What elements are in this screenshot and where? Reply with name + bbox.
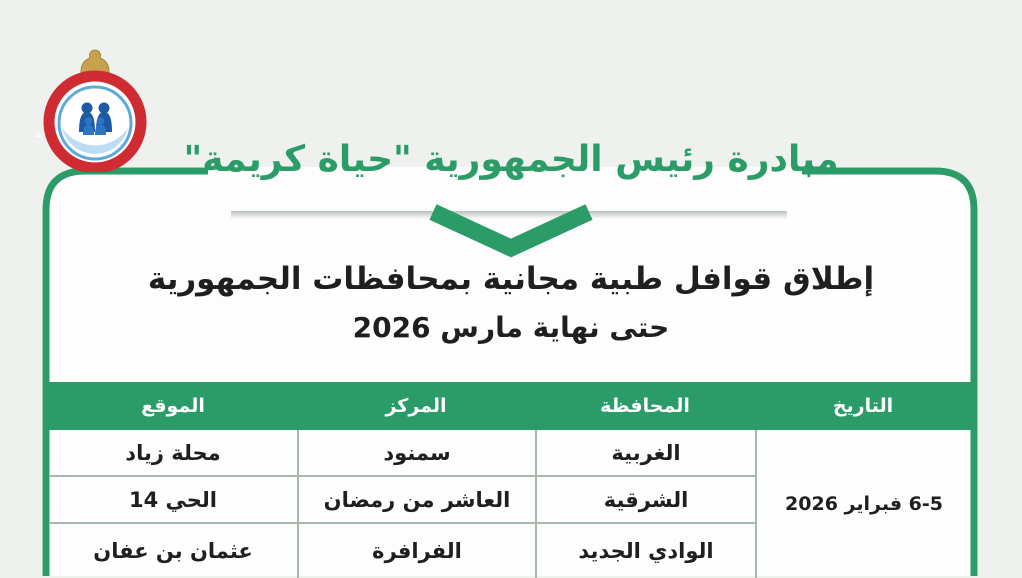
- logo-crescent-ring: [57, 85, 133, 161]
- cell-center: العاشر من رمضان: [297, 477, 535, 522]
- column-header-location: الموقع: [141, 395, 205, 417]
- cell-center: الفرافرة: [297, 524, 535, 578]
- crescent-icon: [62, 128, 128, 154]
- cell-governorate: الوادي الجديد: [535, 524, 755, 578]
- column-header-governorate: المحافظة: [600, 395, 690, 417]
- ministry-of-health-logo: وزارة الصحة والسكان: [36, 49, 147, 172]
- table-row: الشرقية العاشر من رمضان الحي 14: [49, 477, 755, 524]
- table-header-row: التاريخ المحافظة المركز الموقع: [49, 382, 971, 430]
- schedule-table: التاريخ المحافظة المركز الموقع 6-5 فبراي…: [49, 382, 971, 578]
- page-title: مبادرة رئيس الجمهورية "حياة كريمة": [183, 139, 840, 180]
- column-header-date: التاريخ: [832, 395, 894, 417]
- subtitle-line2: حتى نهاية مارس 2026: [352, 311, 670, 344]
- panel-background: [42, 167, 978, 576]
- cell-center: سمنود: [297, 430, 535, 475]
- date-cell: 6-5 فبراير 2026: [755, 430, 971, 578]
- ribbon-shadow: [231, 211, 787, 219]
- table-row: الوادي الجديد الفرافرة عثمان بن عفان: [49, 524, 755, 578]
- subtitle-line1: إطلاق قوافل طبية مجانية بمحافظات الجمهور…: [147, 261, 875, 297]
- table-rows: الغربية سمنود محلة زياد الشرقية العاشر م…: [49, 430, 755, 578]
- column-header-center: المركز: [385, 395, 447, 417]
- chevron-down-icon: [429, 204, 593, 258]
- cell-location: محلة زياد: [125, 440, 221, 465]
- cell-governorate: الغربية: [535, 430, 755, 475]
- family-icon: [79, 102, 112, 135]
- cell-location: عثمان بن عفان: [93, 539, 253, 563]
- cell-governorate: الشرقية: [535, 477, 755, 522]
- table-body: 6-5 فبراير 2026 الغربية سمنود محلة زياد …: [49, 430, 971, 578]
- table-row: الغربية سمنود محلة زياد: [49, 430, 755, 477]
- cell-location: الحي 14: [129, 487, 218, 512]
